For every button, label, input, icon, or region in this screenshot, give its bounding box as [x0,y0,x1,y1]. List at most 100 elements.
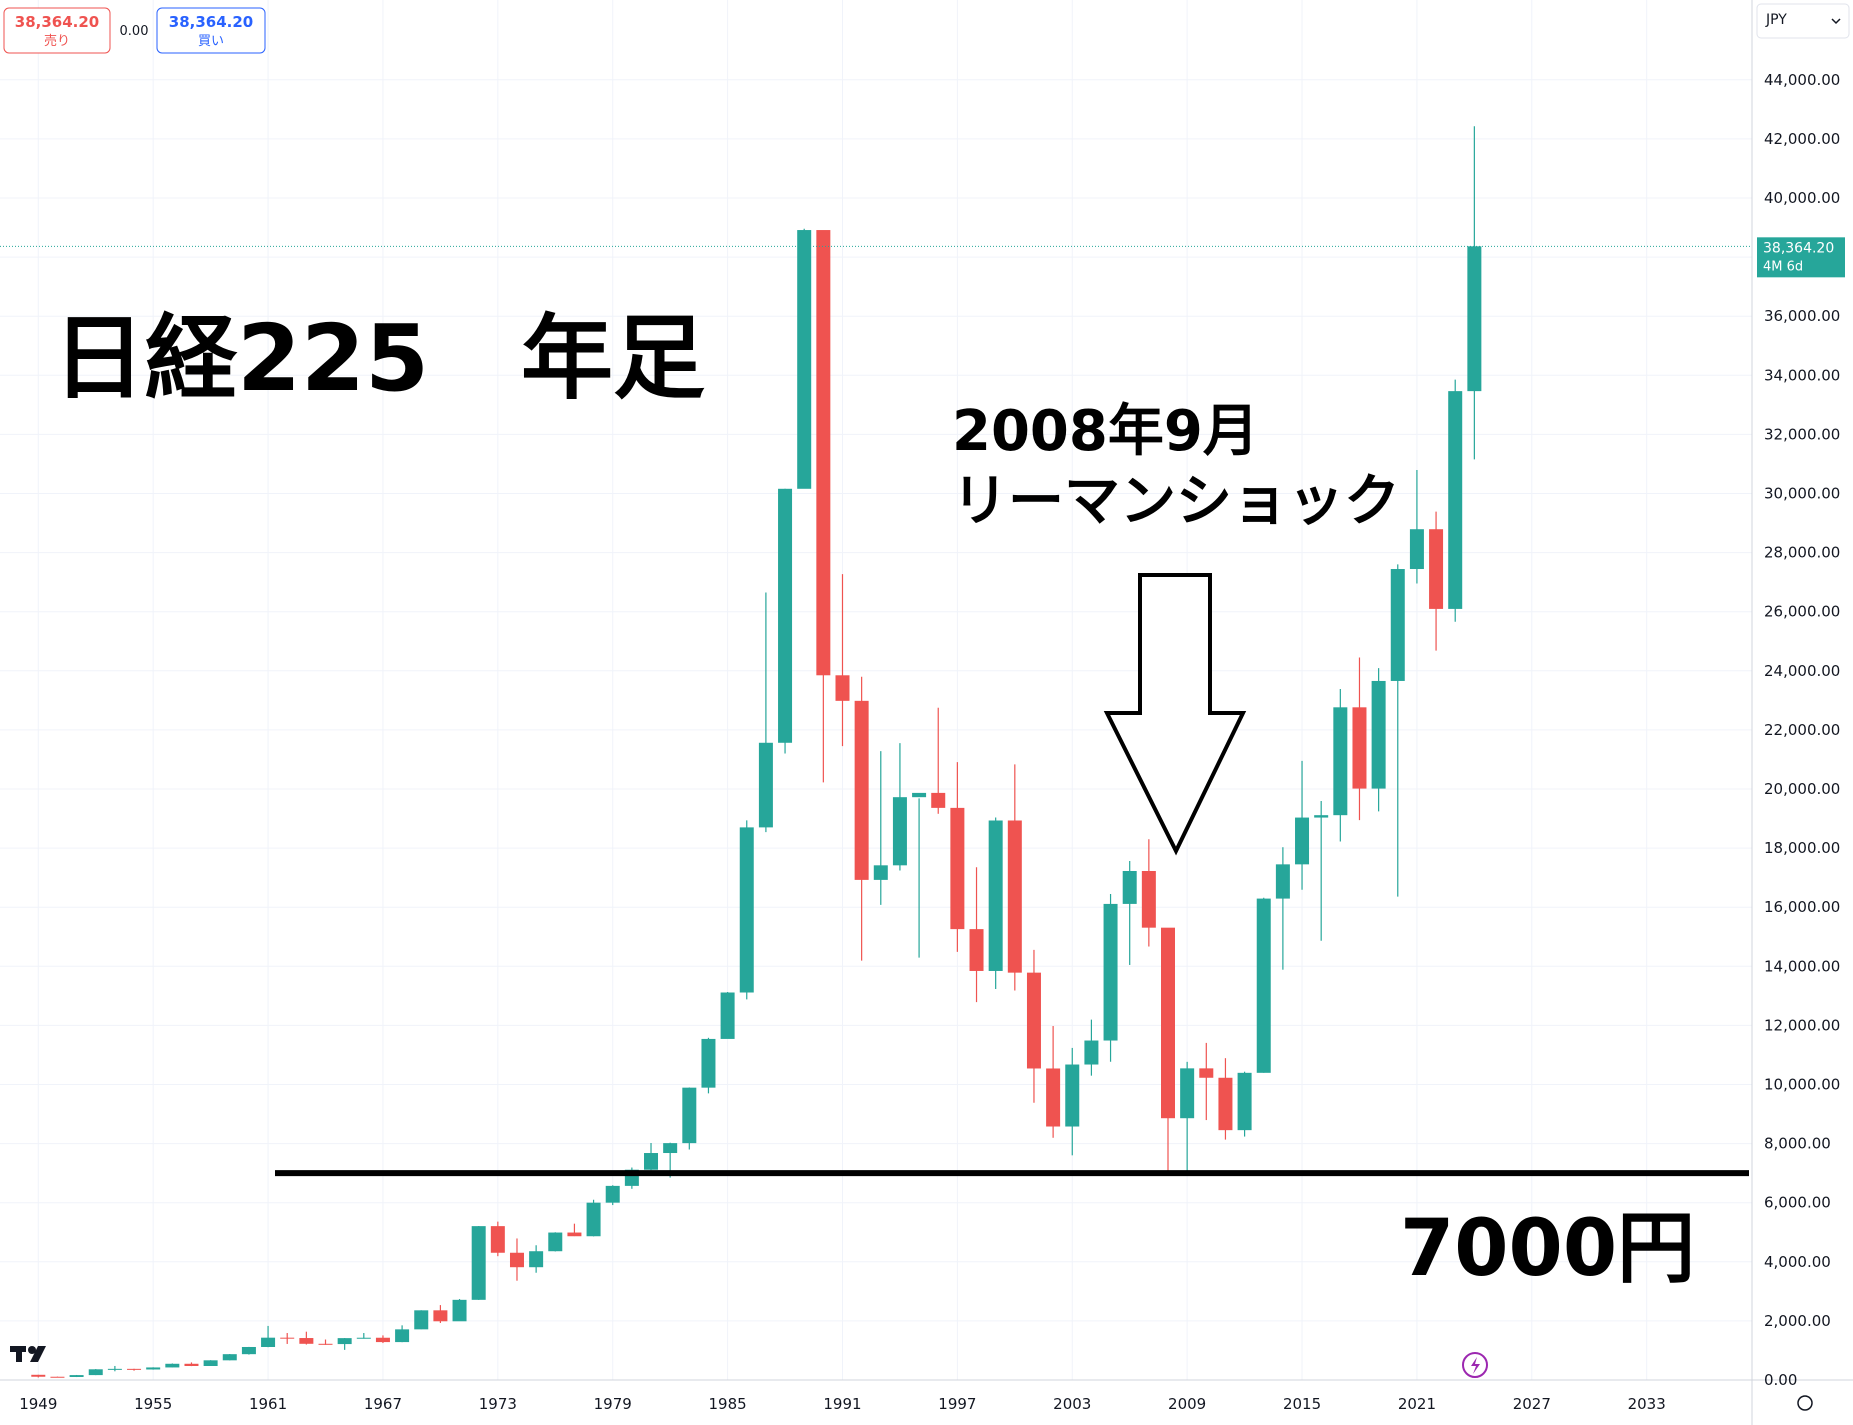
candle-body [892,797,907,866]
y-tick-label: 36,000.00 [1764,307,1840,325]
candle-body [567,1232,582,1237]
candle-body [816,230,831,676]
arrow [1103,573,1247,856]
settings-icon[interactable] [1797,1395,1813,1411]
y-tick-label: 30,000.00 [1764,484,1840,502]
candle-body [1390,569,1405,681]
x-tick-label: 1949 [19,1395,57,1413]
candle-body [261,1337,276,1347]
candle-body [1141,870,1156,928]
x-tick-label: 2015 [1283,1395,1321,1413]
annotation: リーマンショック [952,469,1400,534]
candle-body [1409,529,1424,570]
candle-body [1122,870,1137,904]
logo [10,1346,46,1362]
y-tick-label: 32,000.00 [1764,425,1840,443]
candle-body [1371,680,1386,789]
dropdown-icon[interactable] [1831,18,1841,25]
x-tick-label: 2021 [1398,1395,1436,1413]
candle-body [1026,972,1041,1069]
y-tick-label: 12,000.00 [1764,1016,1840,1034]
candle-body [1007,820,1022,973]
y-tick-label: 14,000.00 [1764,957,1840,975]
candle-body [222,1354,237,1361]
candle-body [69,1375,84,1377]
candle-body [299,1338,314,1344]
candle-body [375,1337,390,1343]
candle-body [950,807,965,930]
candle-body [414,1310,429,1330]
candle-body [529,1251,544,1268]
candle-body [1448,391,1463,609]
x-tick-label: 1997 [938,1395,976,1413]
buy-price[interactable]: 38,364.20 [169,13,253,31]
x-tick-label: 1955 [134,1395,172,1413]
candle-body [452,1299,467,1322]
price-tag [1757,237,1845,278]
hline-label: 7000円 [1400,1204,1695,1294]
price-tag-period: 4M 6d [1763,259,1803,274]
candle-body [356,1337,371,1339]
candle-body [1161,927,1175,1119]
candle-body [241,1346,256,1355]
buy-label[interactable]: 買い [198,34,224,49]
y-tick-label: 24,000.00 [1764,662,1840,680]
lightning-bolt[interactable] [1471,1357,1480,1374]
candle-body [873,865,888,880]
candle-body [1103,903,1118,1041]
candle-body [31,1374,46,1377]
candle-body [835,675,850,701]
candle-body [1084,1040,1099,1065]
candle-body [931,792,946,808]
lightning-icon[interactable] [1462,1352,1488,1378]
x-tick-label: 2009 [1168,1395,1206,1413]
candle-body [1199,1068,1214,1078]
y-tick-label: 42,000.00 [1764,130,1840,148]
candle-body [509,1252,524,1268]
y-tick-label: 26,000.00 [1764,603,1840,621]
x-tick-label: 2003 [1053,1395,1091,1413]
candle-body [797,230,812,489]
candle-body [969,929,984,971]
candle-body [337,1338,352,1345]
y-tick-label: 22,000.00 [1764,721,1840,739]
y-tick-label: 8,000.00 [1764,1135,1831,1153]
candle-body [701,1038,716,1088]
candle-body [720,992,735,1039]
candle-body [1180,1068,1195,1119]
candle-body [146,1367,161,1370]
grid [0,0,1752,1381]
currency[interactable]: JPY [1765,12,1787,28]
buy-button[interactable] [156,7,266,54]
candles [31,126,1482,1378]
currency-select[interactable] [1756,3,1850,39]
candle-body [1429,529,1444,609]
candle-body [663,1143,678,1154]
chart-title: 日経225 年足 [53,305,705,412]
candle-body [1065,1064,1080,1127]
x-tick-label: 2033 [1628,1395,1666,1413]
y-tick-label: 0.00 [1764,1371,1797,1389]
y-tick-label: 4,000.00 [1764,1253,1831,1271]
candle-body [778,488,793,743]
candle-body [739,827,754,993]
x-tick-label: 2027 [1513,1395,1551,1413]
candle-body [758,742,773,828]
y-tick-label: 44,000.00 [1764,71,1840,89]
candle-body [280,1337,295,1339]
candle-body [548,1232,563,1252]
x-tick-label: 1991 [823,1395,861,1413]
candle-body [854,700,869,880]
y-tick-label: 18,000.00 [1764,839,1840,857]
sell-label[interactable]: 売り [44,33,70,49]
sell-price[interactable]: 38,364.20 [15,13,99,31]
sell-button[interactable] [3,7,111,54]
candle-body [1352,707,1367,789]
annotation: 2008年9月 [952,399,1259,464]
candle-body [1314,815,1329,818]
candle-body [433,1310,448,1322]
candle-body [605,1185,620,1203]
candle-body [127,1368,142,1370]
